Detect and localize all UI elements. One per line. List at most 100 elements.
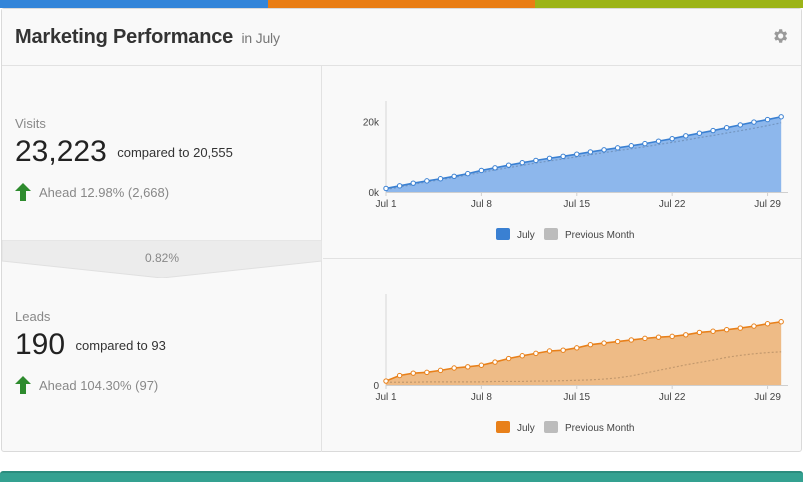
visits-data-point	[465, 170, 471, 177]
visits-data-point	[492, 165, 498, 171]
leads-data-point	[410, 370, 416, 376]
leads-legend-previous-label: Previous Month	[565, 423, 634, 434]
visits-legend-previous-label: Previous Month	[565, 230, 634, 241]
leads-july-area	[386, 321, 782, 385]
leads-legend-previous-swatch	[544, 421, 558, 433]
leads-data-point	[683, 332, 689, 338]
leads-data-point	[655, 334, 662, 340]
arrow-up-icon	[15, 376, 31, 394]
visits-data-point	[396, 183, 403, 189]
visits-value: 23,223	[15, 135, 107, 168]
visits-data-point	[478, 167, 485, 174]
visits-data-point	[424, 178, 430, 184]
leads-data-point	[587, 341, 594, 348]
top-bar-orange-segment	[267, 0, 536, 8]
visits-july-area	[386, 116, 782, 192]
widget-title-text: Marketing Performance	[15, 26, 234, 48]
visits-data-point	[587, 149, 594, 155]
leads-compare: compared to 93	[75, 337, 166, 353]
widget-subtitle: in July	[241, 30, 280, 46]
visits-data-point	[546, 155, 553, 161]
leads-data-point	[492, 359, 498, 365]
visits-data-point	[533, 157, 539, 164]
visits-data-point	[410, 180, 416, 186]
visits-data-point	[710, 127, 716, 134]
visits-x-tick-label: Jul 15	[563, 199, 590, 210]
visits-data-point	[560, 153, 566, 160]
leads-value: 190	[15, 328, 66, 361]
visits-x-tick-label: Jul 8	[471, 199, 493, 210]
visits-legend-july-label: July	[517, 230, 535, 241]
leads-data-point	[778, 319, 784, 325]
visits-data-point	[383, 185, 389, 192]
visits-x-tick-label: Jul 29	[754, 199, 781, 210]
leads-data-point	[437, 367, 444, 374]
visits-legend-july-swatch	[496, 228, 510, 240]
leads-data-point	[614, 338, 621, 345]
leads-metric: Leads 190 compared to 93 Ahead 104.30% (…	[15, 309, 315, 394]
leads-data-point	[737, 325, 744, 331]
visits-main: 23,223 compared to 20,555	[15, 135, 315, 169]
marketing-performance-widget: Marketing Performance in July Visits 23,…	[1, 8, 802, 452]
metrics-panel: Visits 23,223 compared to 20,555 Ahead 1…	[2, 66, 322, 452]
widget-title: Marketing Performance in July	[15, 26, 280, 49]
charts-panel: Jul 1 Jul 8 Jul 15 Jul 22 Jul 29 0k 20k July Pre…	[323, 66, 801, 452]
leads-data-point	[451, 365, 457, 371]
visits-ahead: Ahead 12.98% (2,668)	[15, 183, 315, 201]
leads-previous-month-line	[386, 351, 782, 383]
leads-data-point	[505, 355, 512, 362]
leads-x-tick-label: Jul 22	[659, 392, 686, 403]
visits-data-point	[696, 130, 703, 136]
leads-chart: Jul 1 Jul 8 Jul 15 Jul 22 Jul 29 0 July Previou…	[373, 294, 788, 434]
visits-data-point	[683, 133, 689, 139]
visits-data-point	[669, 135, 675, 142]
visits-x-tick-label: Jul 22	[659, 199, 686, 210]
visits-ahead-text: Ahead 12.98% (2,668)	[39, 184, 170, 200]
leads-x-tick-label: Jul 1	[375, 392, 397, 403]
leads-x-tick-label: Jul 15	[563, 392, 590, 403]
leads-data-point	[396, 372, 403, 379]
gear-icon[interactable]	[771, 27, 789, 45]
widget-header: Marketing Performance in July	[2, 9, 801, 66]
leads-data-point	[574, 345, 580, 351]
visits-y-tick-label: 0k	[368, 188, 380, 199]
next-widget-header-bar	[0, 471, 803, 482]
leads-legend-july-label: July	[517, 423, 535, 434]
conversion-divider-shape	[2, 240, 322, 278]
leads-x-tick-label: Jul 29	[754, 392, 781, 403]
leads-y-tick-label: 0	[373, 381, 379, 392]
visits-data-point	[519, 159, 525, 166]
visits-label: Visits	[15, 116, 46, 131]
leads-data-point	[601, 340, 607, 346]
visits-data-point	[601, 147, 607, 153]
leads-data-point	[546, 348, 553, 354]
visits-compare: compared to 20,555	[117, 144, 233, 160]
top-bar-blue-segment	[0, 0, 268, 8]
conversion-rate: 0.82%	[144, 251, 180, 265]
visits-data-point	[451, 173, 457, 179]
visits-y-tick-label: 20k	[363, 117, 380, 128]
leads-label: Leads	[15, 309, 51, 324]
leads-data-point	[533, 350, 539, 357]
visits-data-point	[764, 116, 771, 123]
visits-chart: Jul 1 Jul 8 Jul 15 Jul 22 Jul 29 0k 20k July Pre…	[363, 101, 788, 241]
visits-legend-previous-swatch	[544, 228, 558, 240]
leads-x-tick-label: Jul 8	[471, 392, 493, 403]
leads-data-point	[383, 378, 389, 384]
visits-data-point	[614, 145, 621, 151]
leads-data-point	[478, 362, 485, 368]
visits-data-point	[751, 119, 757, 125]
leads-data-point	[710, 328, 716, 334]
visits-data-point	[655, 138, 662, 144]
leads-legend-july-swatch	[496, 421, 510, 433]
conversion-divider: 0.82%	[2, 240, 322, 278]
leads-main: 190 compared to 93	[15, 328, 315, 362]
visits-data-point	[778, 114, 784, 120]
top-color-bar	[0, 0, 803, 8]
visits-previous-month-line	[385, 122, 782, 191]
visits-data-point	[723, 125, 730, 131]
leads-data-point	[764, 321, 771, 327]
visits-data-point	[505, 162, 512, 168]
visits-data-point	[737, 122, 744, 128]
leads-data-point	[751, 323, 757, 329]
